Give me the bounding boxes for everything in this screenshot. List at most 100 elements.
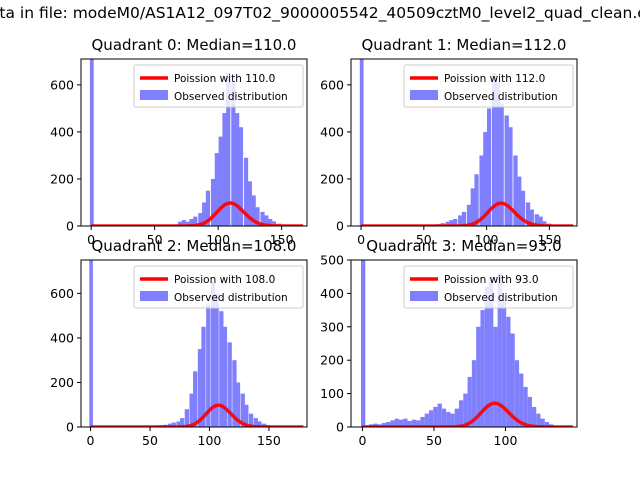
histogram-bar — [458, 215, 463, 226]
x-tick-label: 0 — [358, 433, 366, 448]
histogram-bar — [398, 419, 404, 427]
panel-title: Quadrant 1: Median=112.0 — [362, 36, 567, 54]
histogram-bar — [189, 393, 194, 427]
histogram-bar — [271, 221, 277, 226]
histogram-bar — [184, 409, 190, 427]
legend-box — [133, 64, 304, 108]
axes-frame — [80, 58, 308, 227]
histogram-bar — [437, 403, 442, 427]
plot-area — [361, 260, 574, 427]
histogram-bar — [361, 260, 366, 427]
y-tick-label: 0 — [336, 420, 344, 435]
histogram-bar — [247, 181, 252, 226]
histogram-bar — [235, 113, 240, 226]
histogram-bar — [544, 421, 550, 427]
histogram-bar — [489, 276, 494, 427]
histogram-bar — [202, 202, 207, 226]
histogram-bar — [514, 360, 520, 427]
histogram-bar — [381, 422, 387, 427]
y-tick-label: 400 — [50, 330, 74, 345]
histogram-bar — [508, 127, 513, 226]
histogram-bar — [268, 218, 273, 226]
legend-label: Observed distribution — [174, 91, 288, 103]
plot-area — [89, 59, 304, 226]
histogram-bar — [519, 373, 524, 427]
histogram-bar — [538, 216, 543, 226]
histogram-bar — [491, 73, 497, 226]
histogram-bar — [446, 411, 451, 427]
histogram-bar — [240, 393, 245, 427]
y-tick-label: 400 — [320, 286, 344, 301]
panel-title: Quadrant 0: Median=110.0 — [92, 36, 297, 54]
histogram-bar — [89, 59, 94, 226]
legend: Poission with 110.0 Observed distribution — [133, 64, 304, 108]
x-tick-label: 100 — [206, 232, 230, 247]
x-tick-label: 50 — [416, 232, 432, 247]
legend-label: Observed distribution — [174, 292, 288, 304]
legend-bar-swatch — [410, 90, 438, 100]
y-tick-label: 200 — [320, 353, 344, 368]
histogram-bar — [461, 211, 467, 226]
histogram-bar — [205, 190, 211, 226]
legend-label: Poission with 110.0 — [174, 73, 275, 85]
panel-title: Quadrant 3: Median=93.0 — [366, 237, 561, 255]
histogram-bar — [471, 360, 477, 427]
histogram-bar — [467, 376, 472, 427]
histogram-bar — [219, 311, 224, 427]
panel-title: Quadrant 2: Median=108.0 — [92, 237, 297, 255]
histogram-bar — [232, 360, 237, 427]
axes-frame — [80, 259, 308, 428]
legend-bar-swatch — [140, 90, 168, 100]
histogram-bar — [470, 188, 475, 226]
x-tick-label: 50 — [142, 433, 158, 448]
histogram-bar — [486, 108, 492, 226]
histogram-bar — [411, 419, 417, 427]
histogram-bar — [214, 293, 219, 427]
y-tick-label: 200 — [50, 375, 74, 390]
histogram-bar — [450, 413, 455, 427]
histogram-bar — [449, 220, 454, 226]
y-tick-label: 600 — [320, 77, 344, 92]
histogram-bar — [484, 286, 490, 427]
histogram-bar — [495, 82, 501, 226]
histogram-bar — [510, 333, 515, 427]
histogram-bar — [506, 316, 511, 427]
histogram-bar — [171, 422, 176, 427]
histogram-bar — [536, 413, 541, 427]
x-tick-label: 100 — [494, 433, 518, 448]
x-tick-label: 150 — [257, 433, 281, 448]
histogram-bar — [428, 410, 434, 427]
histogram-bar — [248, 413, 254, 427]
histogram-bar — [210, 282, 216, 427]
x-tick-label: 150 — [537, 232, 561, 247]
histogram-bar — [454, 408, 459, 427]
histogram-bar — [235, 382, 241, 427]
histogram-bar — [480, 310, 485, 427]
histogram-bar — [523, 386, 528, 427]
histogram-bar — [493, 326, 498, 427]
histogram-bar — [527, 396, 532, 427]
y-tick-label: 200 — [320, 171, 344, 186]
x-tick-label: 50 — [147, 232, 163, 247]
histogram-bar — [206, 304, 211, 427]
histogram-bar — [479, 155, 484, 226]
histogram-bar — [257, 421, 262, 427]
histogram-bar — [394, 418, 399, 427]
histogram-bar — [193, 216, 198, 226]
histogram-bar — [359, 59, 364, 226]
histogram-bar — [474, 174, 479, 226]
histogram-bar — [499, 103, 504, 226]
legend-label: Poission with 93.0 — [444, 274, 539, 286]
axes-frame — [350, 58, 578, 227]
legend: Poission with 112.0 Observed distribution — [403, 64, 574, 108]
histogram-bar — [424, 413, 429, 427]
histogram-bar — [243, 157, 249, 226]
histogram-bar — [540, 418, 545, 427]
y-tick-label: 500 — [320, 253, 344, 268]
histogram-bar — [513, 155, 518, 226]
histogram-bar — [179, 418, 185, 427]
histogram-bar — [497, 273, 502, 427]
histogram-bar — [238, 127, 244, 226]
y-tick-label: 300 — [320, 319, 344, 334]
